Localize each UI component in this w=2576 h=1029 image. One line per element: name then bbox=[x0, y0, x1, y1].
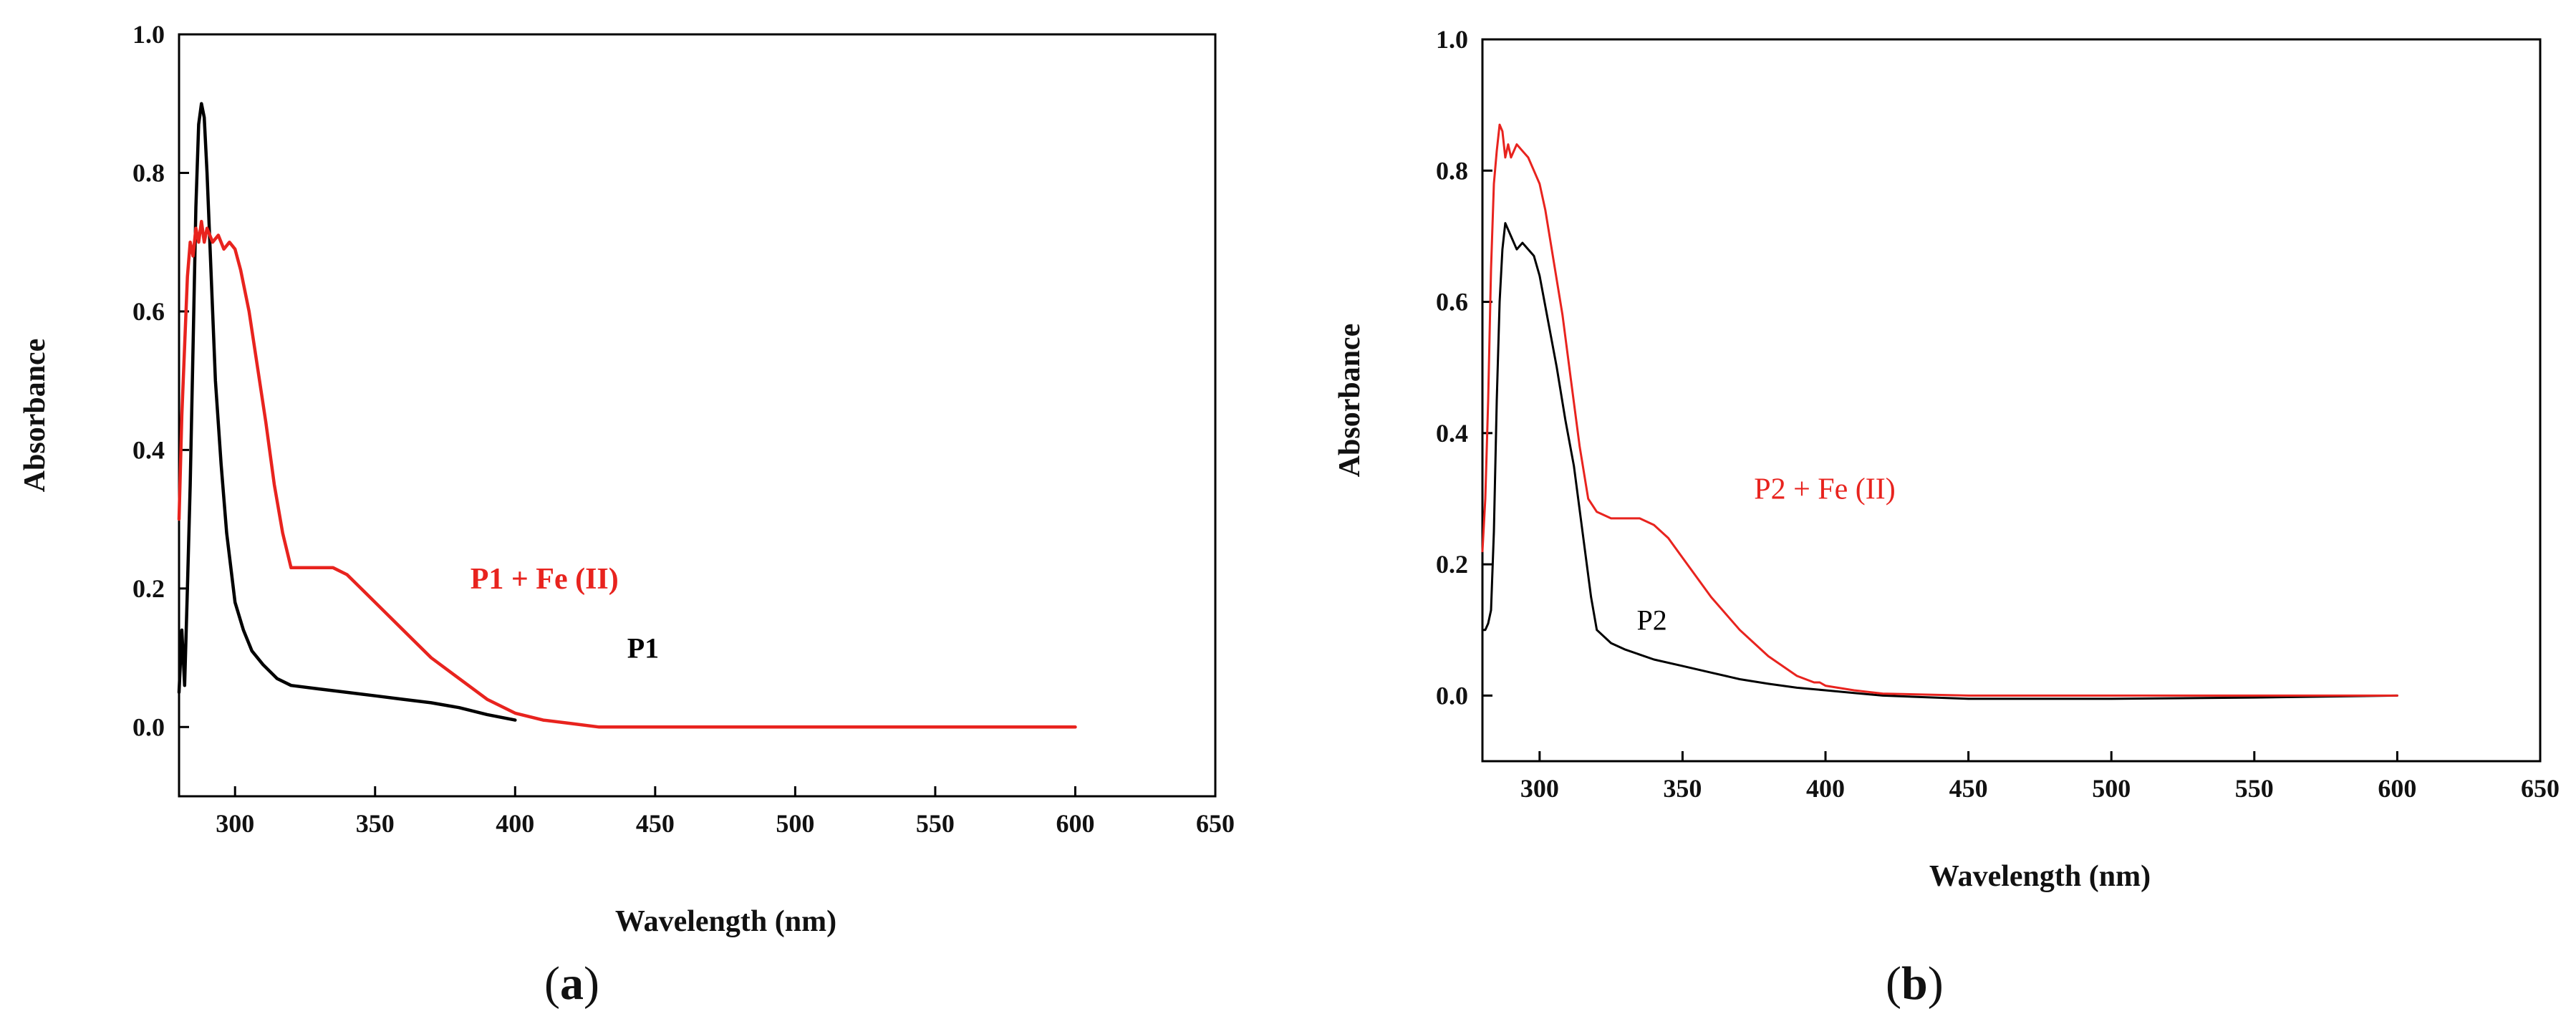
y-tick-label: 0.4 bbox=[1436, 419, 1468, 448]
series-annotation: P1 bbox=[627, 632, 659, 665]
y-tick-label: 0.2 bbox=[132, 574, 165, 603]
series-annotation: P1 + Fe (II) bbox=[471, 563, 619, 596]
x-tick-label: 500 bbox=[776, 809, 814, 838]
series-annotation: P2 + Fe (II) bbox=[1754, 473, 1896, 506]
x-tick-label: 600 bbox=[2378, 774, 2416, 803]
x-tick-label: 450 bbox=[636, 809, 675, 838]
y-axis-title: Absorbance bbox=[1333, 324, 1366, 478]
series-line-p1 bbox=[177, 102, 517, 722]
x-tick-label: 300 bbox=[1520, 774, 1559, 803]
y-tick-label: 0.0 bbox=[132, 712, 165, 741]
y-tick-label: 0.8 bbox=[132, 158, 165, 187]
panel-label: (b) bbox=[1886, 957, 1944, 1010]
chart-panel-b: 0.0 0.2 0.4 0.6 0.8 1.0 300 350 400 450 500 550 600 6… bbox=[1333, 25, 2560, 1010]
x-tick-label: 400 bbox=[1806, 774, 1845, 803]
x-tick-label: 450 bbox=[1949, 774, 1988, 803]
series-annotation: P2 bbox=[1637, 604, 1667, 637]
y-tick-label: 0.8 bbox=[1436, 156, 1468, 185]
y-tick-label: 0.6 bbox=[1436, 288, 1468, 317]
x-tick-label: 350 bbox=[356, 809, 395, 838]
series-line-p2 bbox=[1481, 222, 2398, 700]
x-tick-label: 550 bbox=[2235, 774, 2274, 803]
x-tick-label: 550 bbox=[916, 809, 955, 838]
x-tick-label: 500 bbox=[2092, 774, 2131, 803]
y-tick-label: 0.6 bbox=[132, 297, 165, 326]
x-axis-title: Wavelength (nm) bbox=[1929, 860, 2151, 893]
x-tick-label: 600 bbox=[1056, 809, 1094, 838]
y-tick-label: 0.4 bbox=[132, 435, 165, 464]
x-tick-label: 650 bbox=[1196, 809, 1235, 838]
x-tick-label: 300 bbox=[216, 809, 254, 838]
y-tick-label: 1.0 bbox=[132, 20, 165, 49]
y-axis-title: Absorbance bbox=[19, 339, 52, 493]
y-tick-label: 0.0 bbox=[1436, 681, 1468, 710]
y-tick-label: 1.0 bbox=[1436, 25, 1468, 54]
x-tick-label: 400 bbox=[496, 809, 534, 838]
x-axis-title: Wavelength (nm) bbox=[615, 905, 836, 938]
panel-label: (a) bbox=[544, 957, 599, 1010]
plot-frame bbox=[178, 33, 1217, 798]
plot-frame bbox=[1481, 38, 2542, 763]
x-tick-label: 650 bbox=[2521, 774, 2560, 803]
x-tick-label: 350 bbox=[1663, 774, 1702, 803]
series-line-p1-fe-ii bbox=[177, 219, 1077, 729]
y-tick-label: 0.2 bbox=[1436, 550, 1468, 579]
chart-panel-a: 0.0 0.2 0.4 0.6 0.8 1.0 300 350 400 450 500 550 600 6… bbox=[19, 20, 1235, 1010]
series-line-p2-fe-ii bbox=[1481, 123, 2398, 697]
